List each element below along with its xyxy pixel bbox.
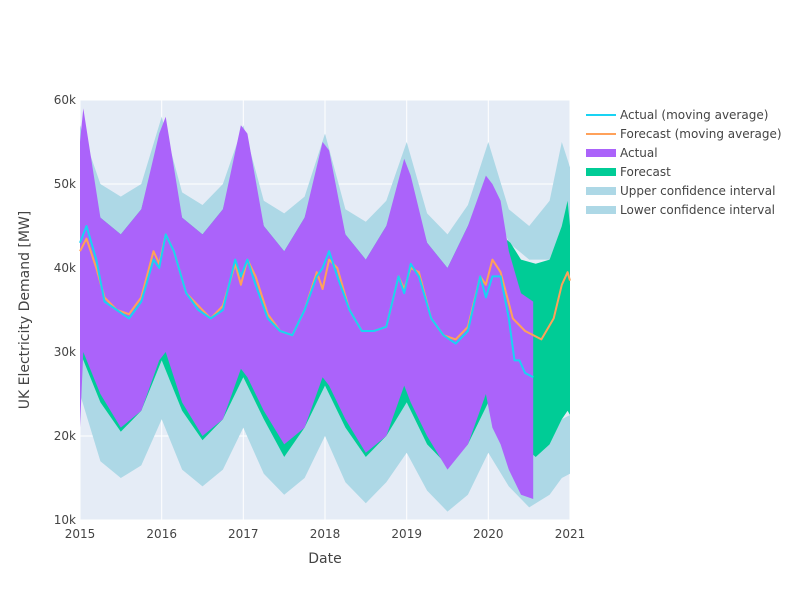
x-tick-label: 2018 — [310, 527, 341, 541]
y-tick-label: 40k — [54, 261, 76, 275]
legend-label: Forecast (moving average) — [620, 127, 782, 141]
legend-swatch — [586, 206, 616, 214]
series-band-upper-confidence-interval — [80, 116, 570, 268]
legend-swatch — [586, 149, 616, 157]
x-tick-label: 2021 — [555, 527, 586, 541]
legend-swatch — [586, 168, 616, 176]
legend-label: Lower confidence interval — [620, 203, 775, 217]
y-tick-label: 60k — [54, 93, 76, 107]
legend-label: Actual — [620, 146, 658, 160]
x-axis-title: Date — [308, 551, 341, 567]
y-tick-label: 50k — [54, 177, 76, 191]
legend-label: Upper confidence interval — [620, 184, 775, 198]
y-tick-label: 20k — [54, 429, 76, 443]
y-axis-title: UK Electricity Demand [MW] — [17, 211, 33, 410]
y-tick-label: 30k — [54, 345, 76, 359]
series-line-actual-moving-average — [79, 225, 534, 379]
legend-label: Forecast — [620, 165, 671, 179]
legend-swatch — [586, 187, 616, 195]
legend: Actual (moving average) Forecast (moving … — [586, 108, 782, 217]
x-tick-label: 2016 — [146, 527, 177, 541]
x-tick-label: 2020 — [473, 527, 504, 541]
y-tick-label: 10k — [54, 513, 76, 527]
x-tick-label: 2019 — [391, 527, 422, 541]
series-band-lower-confidence-interval — [80, 352, 570, 512]
axis-layer: 2015 2016 2017 2018 2019 2020 2021 10k 20k 30k 40k… — [54, 93, 585, 541]
series-layer — [79, 108, 571, 512]
legend-label: Actual (moving average) — [620, 108, 768, 122]
x-tick-label: 2015 — [65, 527, 96, 541]
x-tick-label: 2017 — [228, 527, 259, 541]
